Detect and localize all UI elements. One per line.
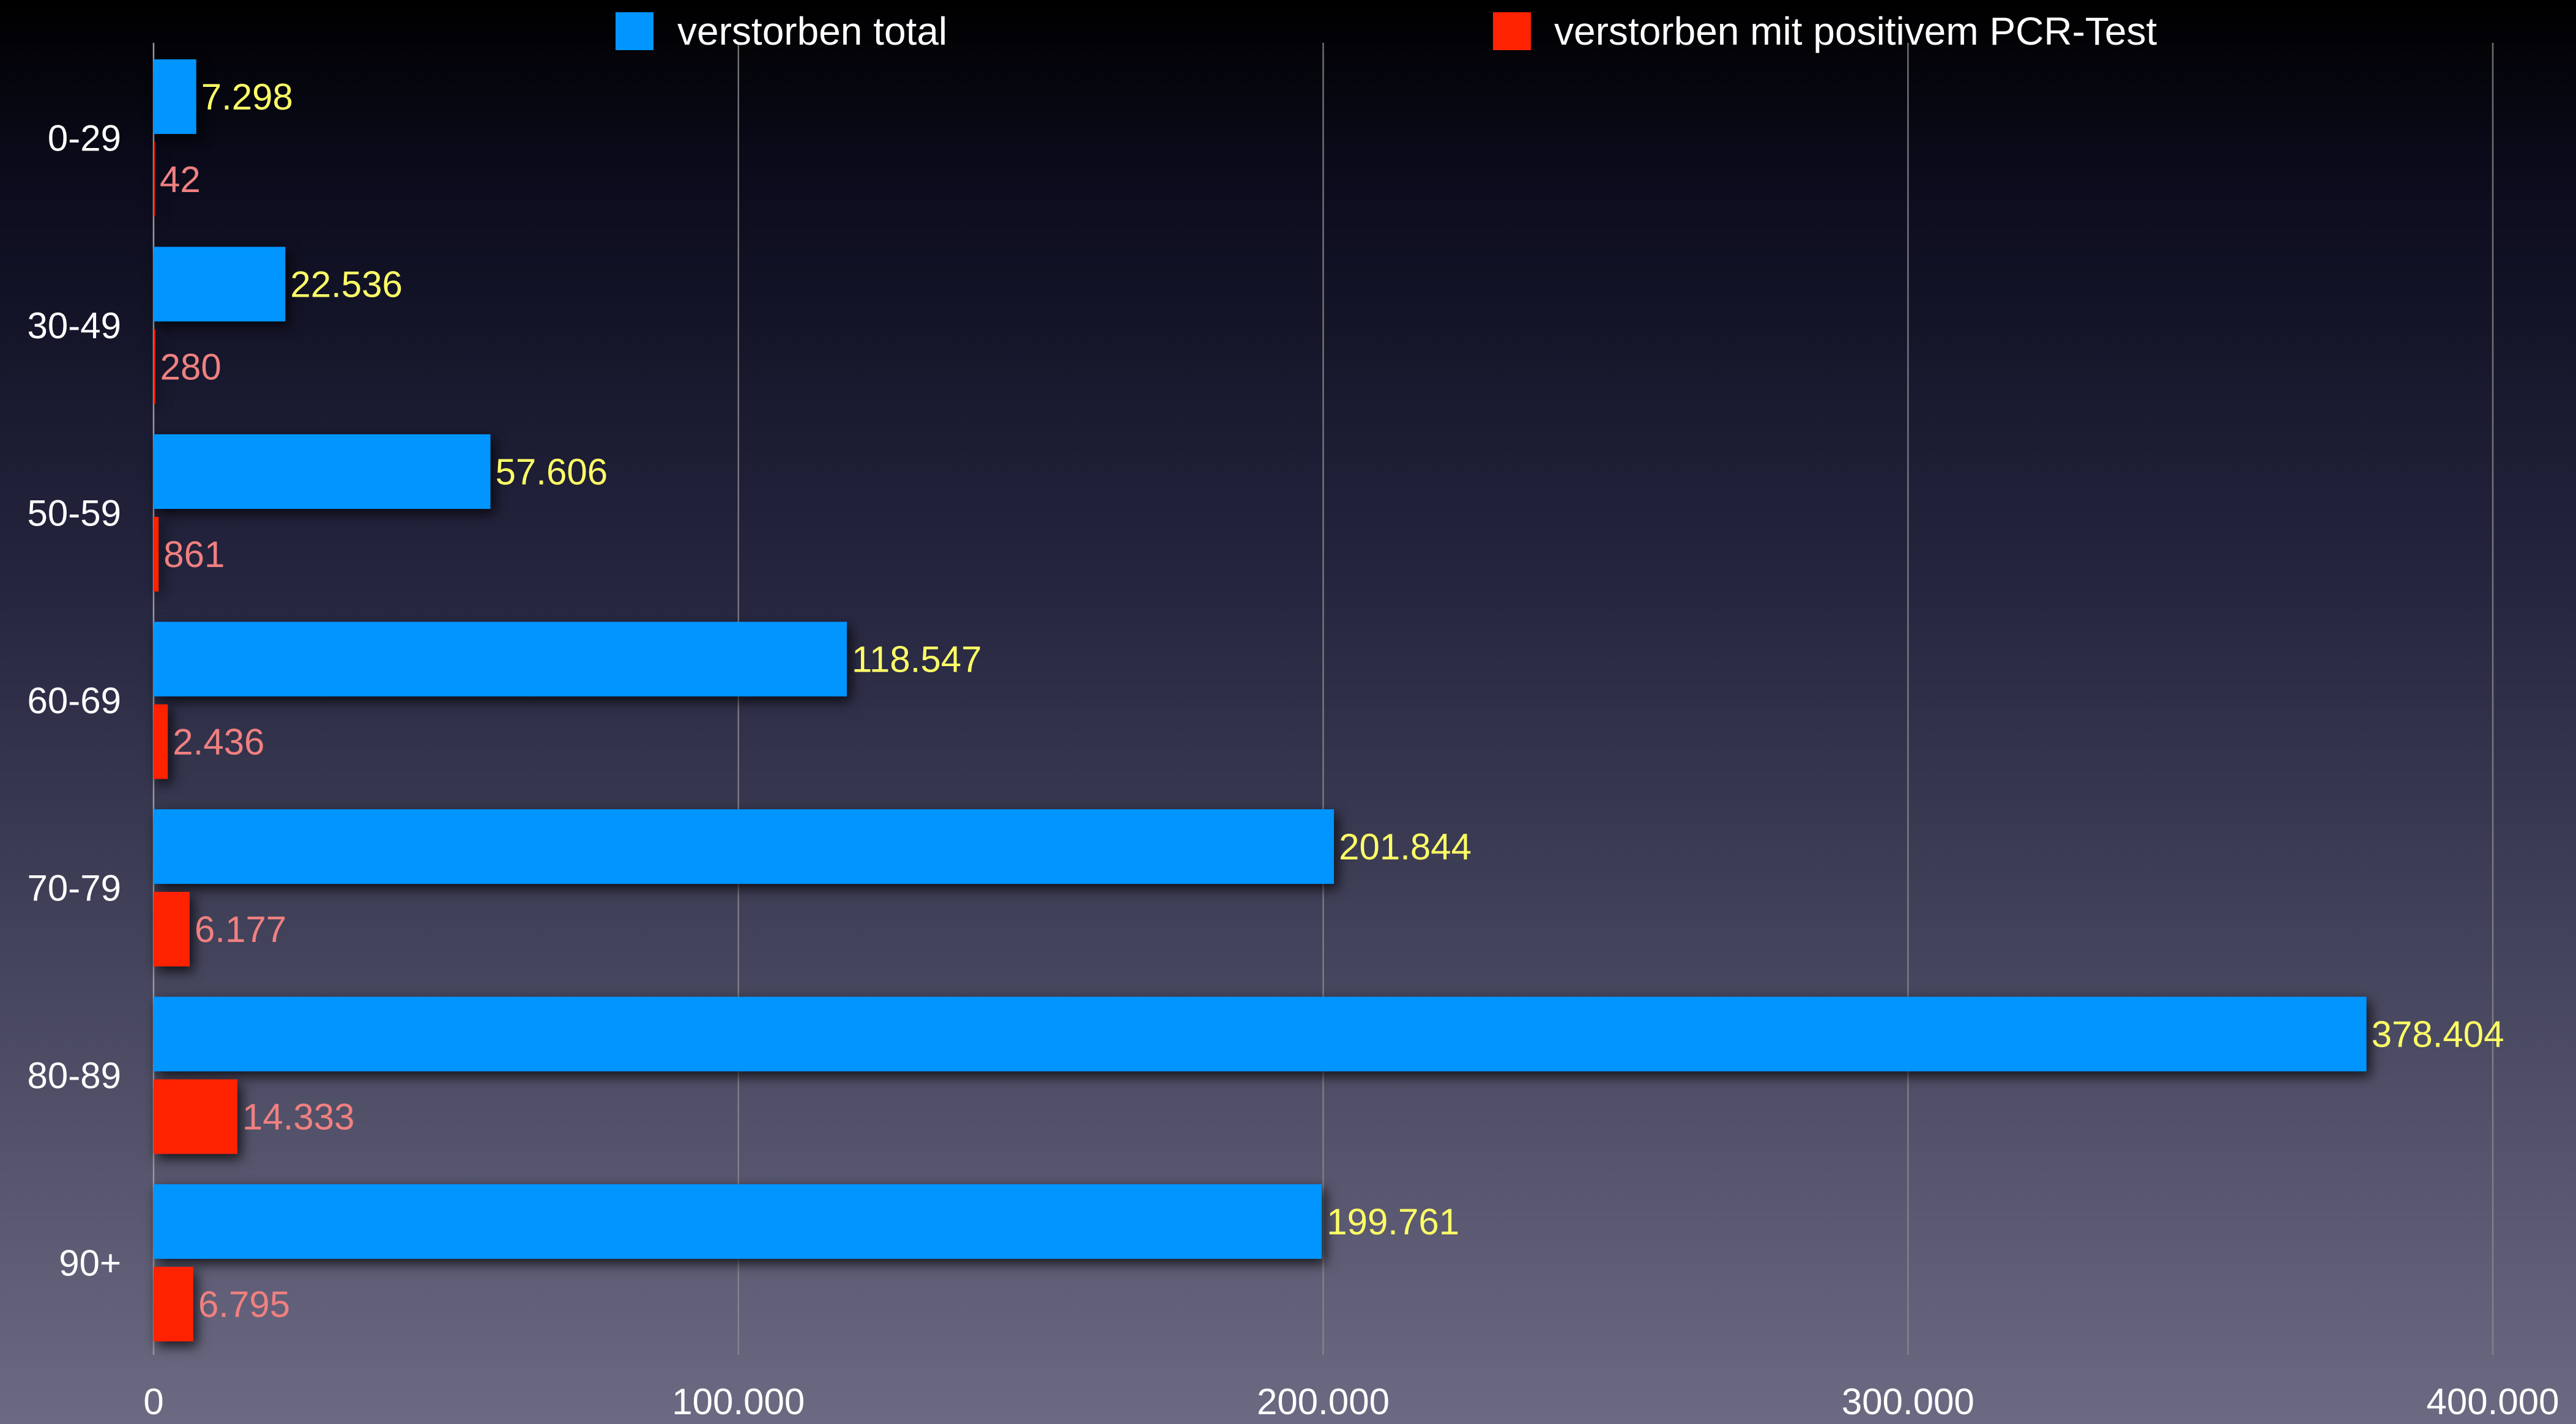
legend-swatch <box>616 12 653 50</box>
x-axis-tick-labels: 0 100.000 200.000 300.000 400.000 <box>143 1381 2559 1422</box>
data-label-total: 201.844 <box>1339 826 1472 867</box>
bar-pcr-positive <box>154 329 155 404</box>
category-label: 80-89 <box>28 1055 121 1096</box>
data-label-pcr-positive: 14.333 <box>242 1097 355 1138</box>
data-label-pcr-positive: 6.177 <box>195 909 286 950</box>
bar-pcr-positive <box>154 142 155 217</box>
bar-total <box>154 434 491 509</box>
bar-total <box>154 59 196 134</box>
bar-total <box>154 247 286 322</box>
legend: verstorben total verstorben mit positivem… <box>616 9 2157 53</box>
legend-label: verstorben total <box>677 9 947 53</box>
bar-pcr-positive <box>154 1079 237 1154</box>
x-axis-tick-label: 400.000 <box>2427 1381 2559 1422</box>
x-axis-tick-label: 0 <box>143 1381 163 1422</box>
grid-lines <box>737 43 2494 1355</box>
data-label-pcr-positive: 42 <box>160 159 201 200</box>
series-pcr-positive: 42 280 861 2.436 6.177 14.333 6.795 <box>154 142 355 1341</box>
data-label-total: 7.298 <box>201 76 293 117</box>
legend-label: verstorben mit positivem PCR-Test <box>1554 9 2157 53</box>
x-axis-tick-label: 100.000 <box>672 1381 805 1422</box>
bar-total <box>154 809 1335 884</box>
category-label: 0-29 <box>48 118 121 159</box>
series-total: 7.298 22.536 57.606 118.547 201.844 378.404 19… <box>154 59 2504 1259</box>
data-label-pcr-positive: 6.795 <box>198 1284 290 1325</box>
data-label-pcr-positive: 2.436 <box>173 722 264 763</box>
y-axis-category-labels: 0-29 30-49 50-59 60-69 70-79 80-89 90+ <box>28 118 121 1284</box>
category-label: 30-49 <box>28 305 121 346</box>
bar-total <box>154 996 2367 1072</box>
bar-pcr-positive <box>154 1267 193 1341</box>
data-label-total: 22.536 <box>290 264 403 305</box>
bar-pcr-positive <box>154 892 190 966</box>
category-label: 60-69 <box>28 680 121 721</box>
bar-pcr-positive <box>154 704 168 779</box>
data-label-total: 378.404 <box>2372 1014 2504 1055</box>
category-label: 90+ <box>59 1243 121 1284</box>
category-label: 50-59 <box>28 493 121 534</box>
legend-swatch <box>1493 12 1531 50</box>
x-axis-tick-label: 200.000 <box>1257 1381 1390 1422</box>
data-label-total: 118.547 <box>852 639 981 680</box>
bar-pcr-positive <box>154 517 159 591</box>
bar-total <box>154 621 847 697</box>
category-label: 70-79 <box>28 868 121 909</box>
bar-total <box>154 1184 1322 1259</box>
data-label-pcr-positive: 280 <box>160 347 221 388</box>
data-label-pcr-positive: 861 <box>163 534 225 575</box>
data-label-total: 57.606 <box>496 451 608 492</box>
x-axis-tick-label: 300.000 <box>1842 1381 1975 1422</box>
data-label-total: 199.761 <box>1327 1201 1459 1242</box>
